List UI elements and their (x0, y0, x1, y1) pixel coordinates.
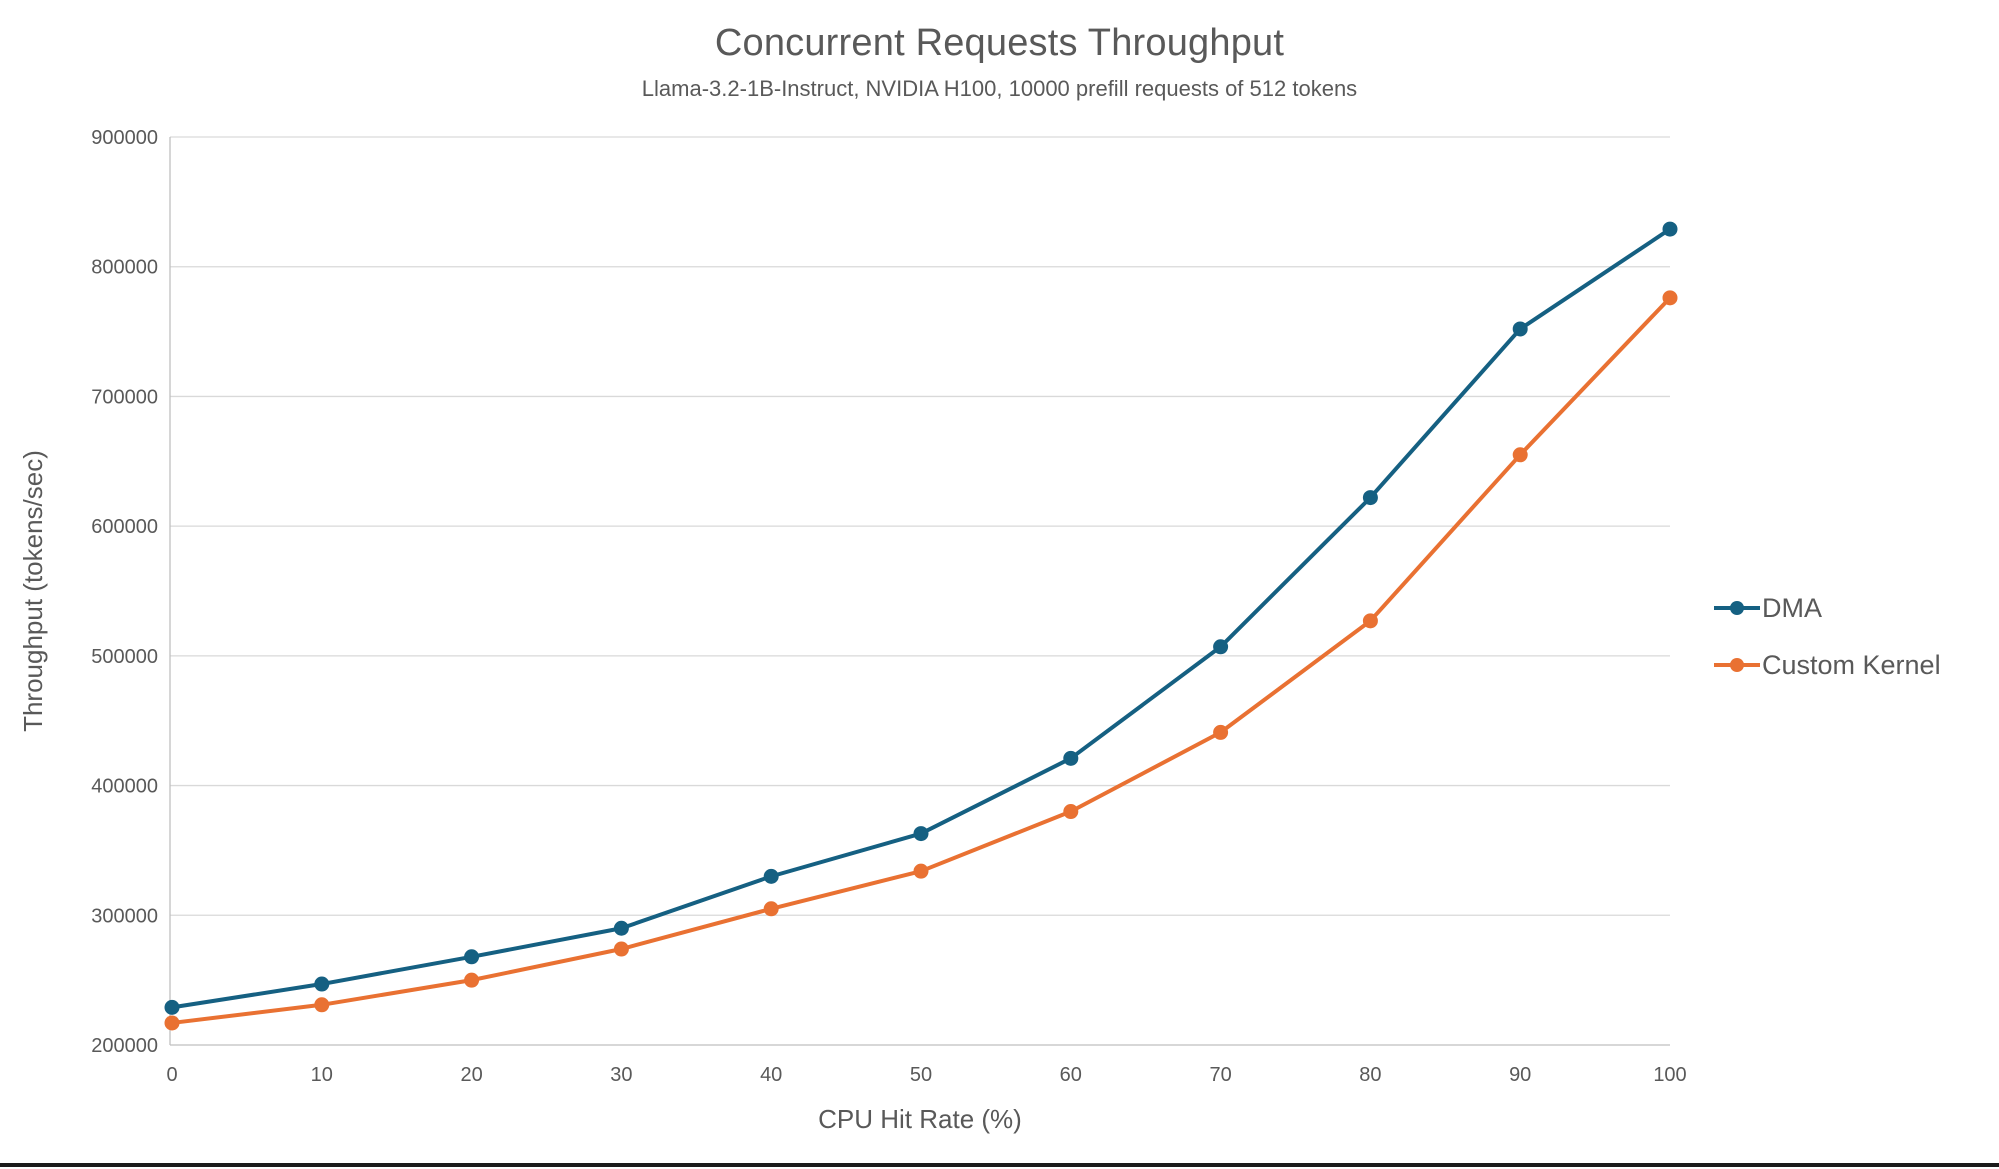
legend-label-dma: DMA (1762, 592, 1822, 623)
x-tick-label: 20 (460, 1064, 482, 1086)
data-point-dma-x30[interactable] (613, 920, 629, 936)
data-point-dma-x100[interactable] (1662, 221, 1678, 237)
legend-item-dma[interactable]: DMA (1714, 588, 1941, 628)
data-point-dma-x40[interactable] (763, 868, 779, 884)
x-tick-label: 0 (166, 1064, 177, 1086)
data-point-dma-x50[interactable] (913, 826, 929, 842)
data-point-dma-x60[interactable] (1063, 750, 1079, 766)
series-line-dma (170, 227, 1672, 1010)
x-tick-label: 80 (1359, 1064, 1381, 1086)
data-point-custom-kernel-x10[interactable] (314, 997, 330, 1013)
data-point-dma-x20[interactable] (464, 949, 480, 965)
y-tick-label: 400000 (91, 776, 158, 798)
data-point-custom-kernel-x40[interactable] (763, 901, 779, 917)
data-point-custom-kernel-x80[interactable] (1362, 613, 1378, 629)
x-tick-label: 10 (311, 1064, 333, 1086)
data-point-dma-x80[interactable] (1362, 490, 1378, 506)
x-tick-label: 90 (1509, 1064, 1531, 1086)
chart-subtitle: Llama-3.2-1B-Instruct, NVIDIA H100, 1000… (641, 76, 1358, 101)
data-point-custom-kernel-x50[interactable] (913, 863, 929, 879)
data-point-dma-x0[interactable] (164, 999, 180, 1015)
x-tick-label: 30 (610, 1064, 632, 1086)
chart-title: Concurrent Requests Throughput (714, 22, 1285, 64)
dma-series-marker-icon (1714, 600, 1760, 616)
y-tick-label: 700000 (91, 386, 158, 408)
data-point-custom-kernel-x70[interactable] (1213, 724, 1229, 740)
y-tick-label: 500000 (91, 646, 158, 668)
data-point-dma-x90[interactable] (1512, 321, 1528, 337)
x-tick-label: 70 (1209, 1064, 1231, 1086)
legend: DMA Custom Kernel (1714, 588, 1941, 702)
data-point-custom-kernel-x100[interactable] (1662, 290, 1678, 306)
x-tick-label: 60 (1060, 1064, 1082, 1086)
series-line-custom-kernel (170, 295, 1672, 1025)
data-point-custom-kernel-x30[interactable] (613, 941, 629, 957)
y-tick-label: 200000 (91, 1035, 158, 1057)
y-tick-label: 800000 (91, 257, 158, 279)
legend-label-custom-kernel: Custom Kernel (1762, 649, 1941, 680)
y-tick-label: 900000 (91, 127, 158, 149)
x-tick-label: 50 (910, 1064, 932, 1086)
y-tick-label: 600000 (91, 516, 158, 538)
x-axis-title: CPU Hit Rate (%) (818, 1104, 1022, 1134)
data-point-dma-x10[interactable] (314, 976, 330, 992)
x-tick-label: 100 (1653, 1064, 1686, 1086)
data-point-custom-kernel-x60[interactable] (1063, 804, 1079, 820)
data-point-custom-kernel-x90[interactable] (1512, 447, 1528, 463)
y-axis-title: Throughput (tokens/sec) (18, 450, 48, 732)
data-point-dma-x70[interactable] (1213, 639, 1229, 655)
data-point-custom-kernel-x0[interactable] (164, 1015, 180, 1031)
data-point-custom-kernel-x20[interactable] (464, 972, 480, 988)
bottom-edge-bar (0, 1163, 1999, 1167)
legend-item-custom-kernel[interactable]: Custom Kernel (1714, 645, 1941, 685)
custom-kernel-series-marker-icon (1714, 657, 1760, 673)
y-tick-label: 300000 (91, 905, 158, 927)
x-tick-label: 40 (760, 1064, 782, 1086)
